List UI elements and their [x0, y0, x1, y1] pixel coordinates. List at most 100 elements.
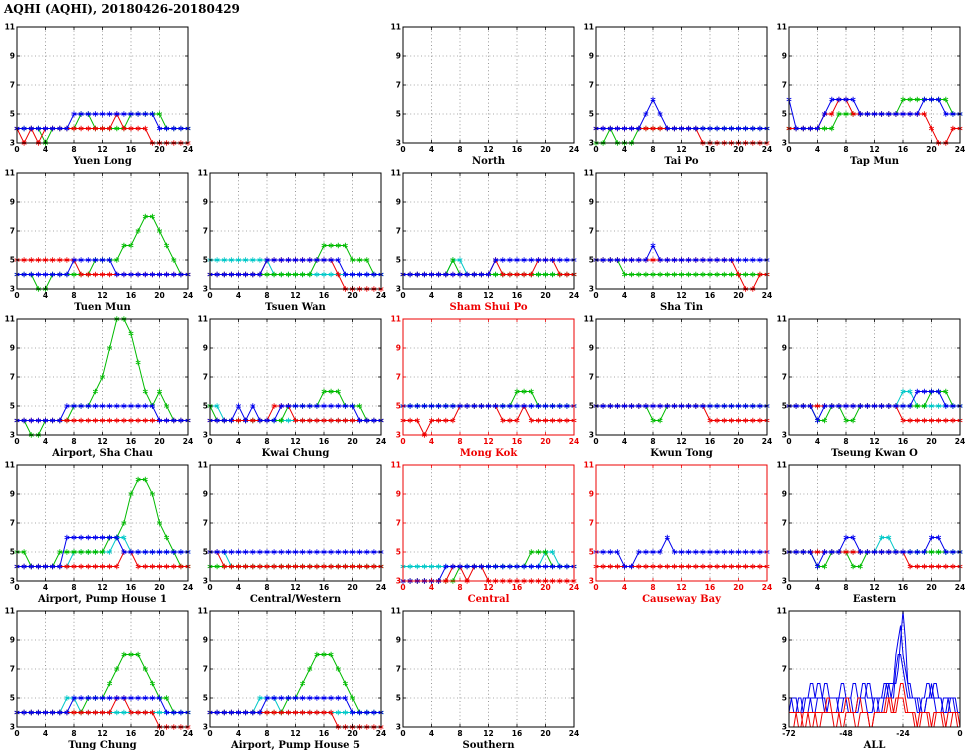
tung-chung-plot: 3 5 7 9 11 0 4 8 12 16 20 24 Tung Chung: [5, 607, 194, 752]
y-tick-label: 5: [396, 110, 401, 119]
axes-frame: 3 5 7 9 11 0 4 8 12 16 20 24: [777, 23, 965, 155]
x-tick-label: 12: [483, 729, 493, 738]
tsuen-wan-plot: 3 5 7 9 11 0 4 8 12 16 20 24 Tsuen Wan: [198, 169, 387, 314]
y-tick-label: 9: [782, 52, 787, 61]
axes-grid: [403, 319, 574, 435]
x-tick-label: 20: [540, 437, 550, 446]
x-tick-label: 8: [650, 145, 655, 154]
axes-frame: 3 5 7 9 11 0 4 8 12 16 20 24: [391, 169, 580, 301]
chart-title: ALL: [863, 740, 886, 751]
x-tick-label: 0: [593, 583, 598, 592]
axes-frame: 3 5 7 9 11 0 4 8 12 16 20 24: [5, 607, 194, 739]
x-tick-label: 16: [512, 291, 522, 300]
x-tick-label: 12: [97, 145, 107, 154]
y-tick-label: 3: [782, 431, 787, 440]
y-tick-label: 5: [396, 256, 401, 265]
y-tick-label: 9: [396, 198, 401, 207]
chart-kwai-chung: 3 5 7 9 11 0 4 8 12 16 20 24 Kwai Chung: [193, 314, 387, 460]
x-tick-label: 20: [347, 583, 357, 592]
y-tick-label: 3: [203, 431, 208, 440]
chart-title: Tseung Kwan O: [831, 448, 918, 459]
x-tick-label: 4: [622, 291, 627, 300]
red-series-1: [789, 683, 961, 728]
y-tick-label: 9: [10, 636, 15, 645]
sham-shui-po-plot: 3 5 7 9 11 0 4 8 12 16 20 24 Sham Shui Po: [391, 169, 580, 314]
chart-eastern: 3 5 7 9 11 0 4 8 12 16 20 24 Eastern: [772, 460, 965, 606]
x-tick-label: 20: [540, 729, 550, 738]
y-tick-label: 5: [203, 256, 208, 265]
x-tick-label: 8: [457, 729, 462, 738]
x-tick-label: 0: [400, 729, 405, 738]
y-tick-label: 5: [10, 694, 15, 703]
y-tick-label: 11: [391, 169, 401, 178]
x-tick-label: 8: [71, 145, 76, 154]
y-tick-label: 11: [391, 461, 401, 470]
x-tick-label: 24: [183, 583, 193, 592]
chart-central-western: 3 5 7 9 11 0 4 8 12 16 20 24 Central/Western: [193, 460, 387, 606]
all-plot: 3 5 7 9 11 -72 -48 -24 0 ALL: [777, 607, 963, 752]
x-tick-label: 20: [926, 145, 936, 154]
chart-title: Tuen Mun: [74, 302, 131, 313]
axes-frame: 3 5 7 9 11 0 4 8 12 16 20 24: [777, 315, 965, 447]
x-tick-label: 12: [97, 729, 107, 738]
x-tick-label: 12: [869, 145, 879, 154]
chart-tung-chung: 3 5 7 9 11 0 4 8 12 16 20 24 Tung Chung: [0, 606, 194, 752]
x-tick-label: 8: [457, 583, 462, 592]
y-tick-label: 5: [203, 694, 208, 703]
x-tick-label: 12: [97, 583, 107, 592]
y-tick-label: 3: [589, 285, 594, 294]
x-tick-label: 20: [154, 145, 164, 154]
chart-title: Airport, Pump House 5: [230, 740, 360, 751]
y-tick-label: 7: [10, 665, 15, 674]
x-tick-label: 16: [898, 145, 908, 154]
x-tick-label: 20: [926, 583, 936, 592]
axes-frame: 3 5 7 9 11 0 4 8 12 16 20 24: [5, 169, 194, 301]
y-tick-label: 11: [777, 461, 787, 470]
central-western-plot: 3 5 7 9 11 0 4 8 12 16 20 24 Central/Western: [198, 461, 387, 606]
y-tick-label: 11: [5, 607, 15, 616]
y-tick-label: 9: [589, 52, 594, 61]
x-tick-label: 16: [319, 729, 329, 738]
y-tick-label: 11: [584, 315, 594, 324]
x-tick-label: 24: [569, 437, 579, 446]
axes-frame: 3 5 7 9 11 0 4 8 12 16 20 24: [391, 23, 580, 155]
x-tick-label: 0: [593, 437, 598, 446]
y-tick-label: 3: [782, 577, 787, 586]
x-tick-label: 0: [786, 583, 791, 592]
chart-central: 3 5 7 9 11 0 4 8 12 16 20 24 Central: [386, 460, 580, 606]
x-tick-label: 12: [483, 291, 493, 300]
axes-frame: 3 5 7 9 11 0 4 8 12 16 20 24: [584, 315, 773, 447]
x-tick-label: 0: [400, 291, 405, 300]
x-tick-label: 24: [762, 583, 772, 592]
y-tick-label: 9: [396, 490, 401, 499]
x-tick-label: 4: [622, 583, 627, 592]
x-tick-label: 24: [762, 145, 772, 154]
y-tick-label: 9: [782, 636, 787, 645]
airport-pump-house-5-plot: 3 5 7 9 11 0 4 8 12 16 20 24 Airport, Pump House 5: [198, 607, 387, 752]
y-tick-label: 5: [396, 402, 401, 411]
chart-title: Tung Chung: [68, 740, 136, 751]
x-tick-label: 0: [14, 729, 19, 738]
y-tick-label: 11: [777, 23, 787, 32]
x-tick-label: 16: [705, 291, 715, 300]
x-tick-label: 20: [540, 291, 550, 300]
x-tick-label: 24: [569, 145, 579, 154]
x-tick-label: 8: [650, 437, 655, 446]
y-tick-label: 3: [10, 723, 15, 732]
chart-title: Southern: [463, 740, 516, 751]
x-tick-label: 16: [512, 145, 522, 154]
y-tick-label: 3: [10, 577, 15, 586]
y-tick-label: 3: [589, 139, 594, 148]
x-tick-label: 4: [429, 583, 434, 592]
y-tick-label: 9: [10, 344, 15, 353]
x-tick-label: 24: [183, 291, 193, 300]
x-tick-label: 24: [376, 729, 386, 738]
y-tick-label: 9: [396, 344, 401, 353]
y-tick-label: 7: [396, 519, 401, 528]
x-tick-label: 8: [457, 291, 462, 300]
charts-grid: 3 5 7 9 11 0 4 8 12 16 20 24 Yuen Long 3 5 7 9 11 0 4 8 12 16 2…: [0, 22, 965, 752]
x-tick-label: 24: [376, 583, 386, 592]
y-tick-label: 7: [396, 373, 401, 382]
x-tick-label: 8: [71, 729, 76, 738]
x-tick-label: 24: [955, 145, 965, 154]
